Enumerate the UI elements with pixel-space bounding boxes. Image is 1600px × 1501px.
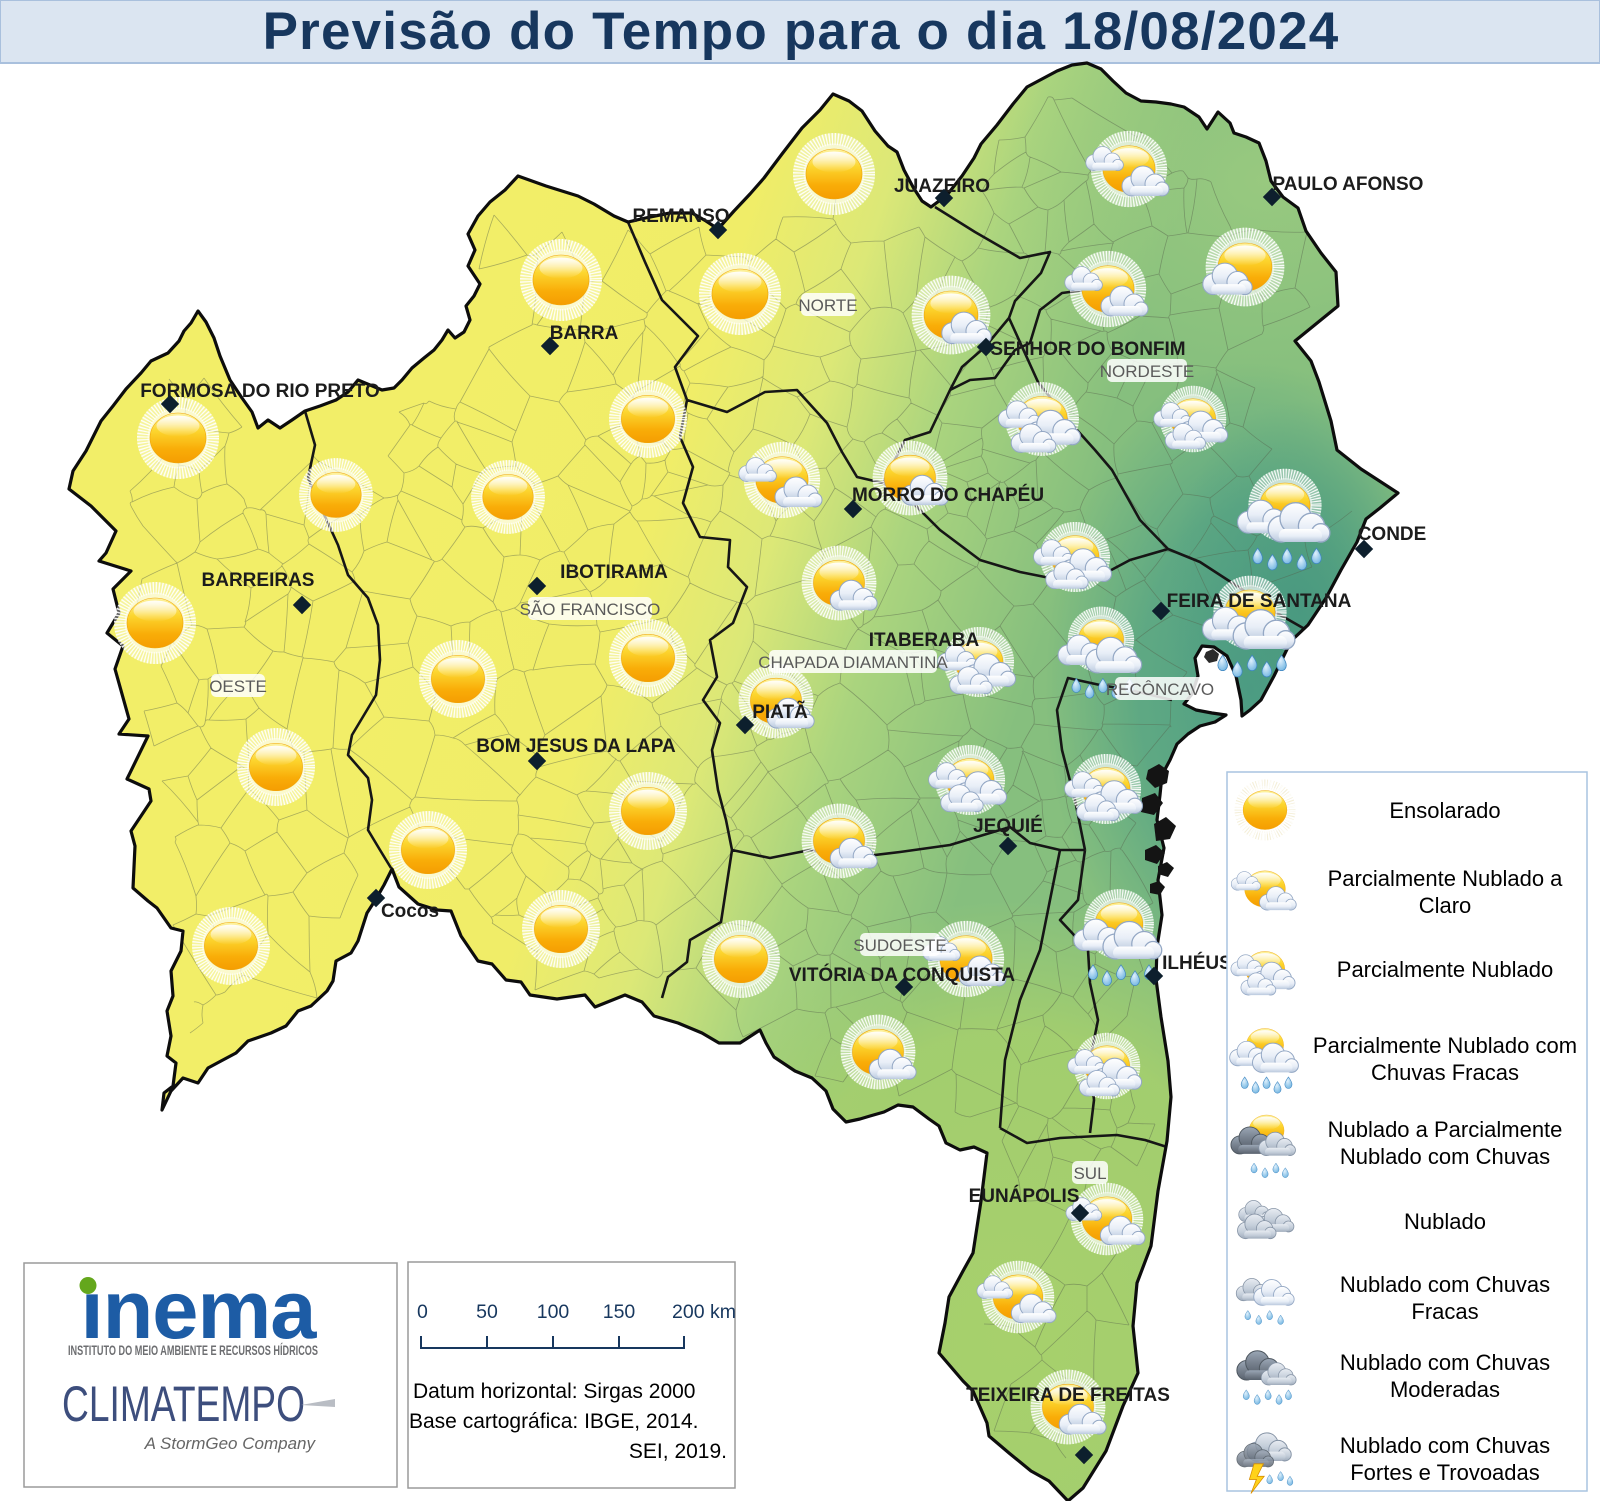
svg-text:50: 50	[476, 1301, 498, 1323]
svg-text:SEI, 2019.: SEI, 2019.	[629, 1440, 727, 1463]
svg-text:Nublado: Nublado	[1404, 1209, 1486, 1234]
svg-text:Fracas: Fracas	[1411, 1299, 1478, 1324]
svg-text:Claro: Claro	[1419, 893, 1472, 918]
svg-text:FEIRA DE SANTANA: FEIRA DE SANTANA	[1167, 591, 1352, 612]
svg-text:Cocos: Cocos	[381, 901, 439, 922]
svg-text:FORMOSA DO RIO PRETO: FORMOSA DO RIO PRETO	[140, 381, 380, 402]
svg-text:NORDESTE: NORDESTE	[1100, 362, 1194, 381]
svg-text:IBOTIRAMA: IBOTIRAMA	[560, 562, 668, 583]
svg-text:VITÓRIA DA CONQUISTA: VITÓRIA DA CONQUISTA	[789, 964, 1016, 986]
svg-text:Nublado com Chuvas: Nublado com Chuvas	[1340, 1144, 1550, 1169]
svg-text:RECÔNCAVO: RECÔNCAVO	[1106, 680, 1214, 699]
svg-text:ınema: ınema	[81, 1263, 318, 1356]
svg-text:ITABERABA: ITABERABA	[869, 630, 980, 651]
svg-text:Nublado com Chuvas: Nublado com Chuvas	[1340, 1350, 1550, 1375]
svg-text:TEIXEIRA DE FREITAS: TEIXEIRA DE FREITAS	[966, 1385, 1170, 1406]
svg-text:100: 100	[537, 1301, 570, 1323]
svg-text:BARRA: BARRA	[550, 323, 619, 344]
svg-text:REMANSO: REMANSO	[632, 206, 729, 227]
svg-text:EUNÁPOLIS: EUNÁPOLIS	[969, 1185, 1080, 1207]
svg-text:ILHÉUS: ILHÉUS	[1162, 952, 1232, 974]
svg-text:Ensolarado: Ensolarado	[1389, 798, 1500, 823]
svg-text:SUL: SUL	[1073, 1164, 1106, 1183]
svg-text:PAULO AFONSO: PAULO AFONSO	[1273, 174, 1424, 195]
svg-text:Parcialmente Nublado a: Parcialmente Nublado a	[1328, 866, 1564, 891]
svg-text:150: 150	[603, 1301, 636, 1323]
svg-text:JEQUIÉ: JEQUIÉ	[973, 815, 1043, 837]
svg-text:SÃO FRANCISCO: SÃO FRANCISCO	[520, 600, 661, 619]
svg-text:Nublado a Parcialmente: Nublado a Parcialmente	[1328, 1117, 1563, 1142]
svg-text:BOM JESUS DA LAPA: BOM JESUS DA LAPA	[476, 736, 676, 757]
svg-text:CLIMATEMPO: CLIMATEMPO	[62, 1376, 305, 1432]
svg-text:MORRO DO CHAPÉU: MORRO DO CHAPÉU	[852, 484, 1044, 506]
svg-text:CONDE: CONDE	[1358, 524, 1427, 545]
svg-text:CHAPADA DIAMANTINA: CHAPADA DIAMANTINA	[758, 653, 948, 672]
svg-text:0: 0	[417, 1301, 428, 1323]
svg-text:Parcialmente Nublado com: Parcialmente Nublado com	[1313, 1033, 1577, 1058]
svg-text:Nublado com Chuvas: Nublado com Chuvas	[1340, 1272, 1550, 1297]
svg-text:JUAZEIRO: JUAZEIRO	[894, 176, 990, 197]
svg-text:Nublado com Chuvas: Nublado com Chuvas	[1340, 1433, 1550, 1458]
svg-text:Parcialmente Nublado: Parcialmente Nublado	[1337, 957, 1553, 982]
svg-text:Base cartográfica: IBGE, 2014.: Base cartográfica: IBGE, 2014.	[409, 1410, 699, 1433]
svg-text:BARREIRAS: BARREIRAS	[202, 570, 315, 591]
svg-text:INSTITUTO DO MEIO AMBIENTE E R: INSTITUTO DO MEIO AMBIENTE E RECURSOS HÍ…	[68, 1343, 318, 1358]
svg-text:Moderadas: Moderadas	[1390, 1377, 1500, 1402]
svg-text:SUDOESTE: SUDOESTE	[853, 936, 947, 955]
svg-text:Fortes e Trovoadas: Fortes e Trovoadas	[1350, 1460, 1540, 1485]
svg-text:200 km: 200 km	[672, 1301, 736, 1323]
svg-text:Previsão do Tempo para o dia 1: Previsão do Tempo para o dia 18/08/2024	[263, 2, 1340, 61]
svg-text:A StormGeo Company: A StormGeo Company	[144, 1434, 317, 1453]
svg-text:OESTE: OESTE	[209, 677, 267, 696]
svg-text:PIATÃ: PIATÃ	[752, 701, 808, 723]
svg-text:Datum horizontal: Sirgas 2000: Datum horizontal: Sirgas 2000	[413, 1380, 696, 1403]
svg-text:Chuvas Fracas: Chuvas Fracas	[1371, 1060, 1519, 1085]
svg-text:SENHOR DO BONFIM: SENHOR DO BONFIM	[990, 339, 1185, 360]
svg-text:NORTE: NORTE	[798, 296, 857, 315]
